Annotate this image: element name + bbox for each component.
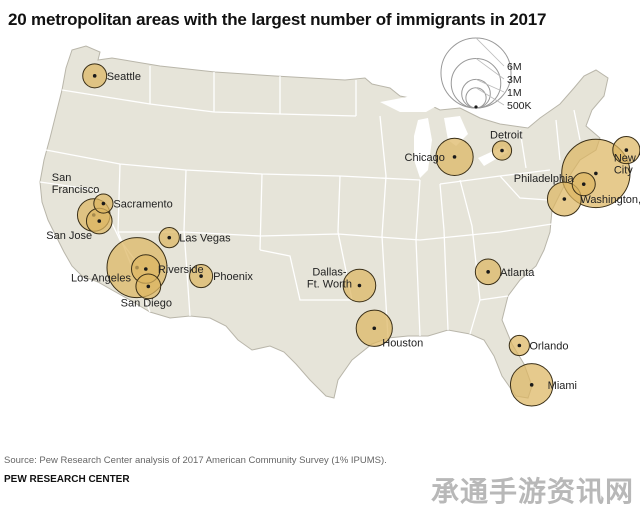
point-riverside xyxy=(144,267,148,271)
point-sacramento xyxy=(101,201,106,206)
point-san-diego xyxy=(146,284,151,289)
label-dallas-ft-worth: Dallas-Ft. Worth xyxy=(307,267,352,291)
legend-circle-6m xyxy=(440,37,512,109)
lake-michigan xyxy=(414,118,432,178)
source-note: Source: Pew Research Center analysis of … xyxy=(4,455,387,466)
label-seattle: Seattle xyxy=(107,71,141,83)
point-miami xyxy=(529,383,534,387)
label-sacramento: Sacramento xyxy=(113,199,172,211)
label-houston: Houston xyxy=(382,337,423,349)
label-san-jose: San Jose xyxy=(46,230,92,242)
label-los-angeles: Los Angeles xyxy=(71,273,131,285)
legend-leader-3m xyxy=(475,58,505,80)
legend-label-3m: 3M xyxy=(507,74,522,86)
legend-circle-3m xyxy=(450,57,502,109)
point-atlanta xyxy=(486,270,490,274)
point-chicago xyxy=(452,155,457,159)
label-san-francisco: San Francisco xyxy=(52,172,100,196)
label-detroit: Detroit xyxy=(490,130,522,142)
legend-circle-500k xyxy=(465,87,487,109)
point-san-jose xyxy=(97,219,102,223)
label-atlanta: Atlanta xyxy=(500,267,535,279)
legend-leader-500k xyxy=(475,87,505,106)
watermark: 承通手游资讯网 xyxy=(430,475,634,508)
legend-leader-6m xyxy=(475,37,505,67)
point-washington-d-c xyxy=(562,197,567,201)
legend-label-6m: 6M xyxy=(507,61,522,73)
label-san-diego: San Diego xyxy=(121,297,172,309)
point-phoenix xyxy=(199,274,203,278)
point-seattle xyxy=(92,74,97,78)
legend-label-500k: 500K xyxy=(507,100,532,112)
point-philadelphia xyxy=(581,182,586,186)
legend-leader-1m xyxy=(475,79,505,93)
point-houston xyxy=(372,326,377,331)
legend-anchor-dot xyxy=(474,105,478,109)
label-orlando: Orlando xyxy=(529,341,568,353)
organization-name: PEW RESEARCH CENTER xyxy=(4,474,130,485)
label-washington-d-c: Washington, D.C. xyxy=(580,194,640,206)
metro-labels: New YorkCity Los Angeles Miami Chicago Houst… xyxy=(46,71,640,392)
chart-title: 20 metropolitan areas with the largest n… xyxy=(8,10,547,29)
point-las-vegas xyxy=(167,235,172,240)
legend-label-1m: 1M xyxy=(507,87,522,99)
point-detroit xyxy=(500,148,504,153)
lake-superior xyxy=(380,96,440,112)
metro-bubbles xyxy=(76,63,640,407)
label-riverside: Riverside xyxy=(158,264,204,276)
point-new-york-city xyxy=(594,171,598,176)
label-chicago: Chicago xyxy=(405,152,445,164)
point-boston xyxy=(624,148,629,152)
point-dallas-ft-worth xyxy=(357,283,362,288)
label-new-york-city: New YorkCity xyxy=(614,152,640,176)
label-philadelphia: Philadelphia xyxy=(514,173,575,185)
label-miami: Miami xyxy=(548,380,577,392)
label-phoenix: Phoenix xyxy=(213,271,253,283)
point-orlando xyxy=(517,343,522,348)
label-las-vegas: Las Vegas xyxy=(179,233,231,245)
